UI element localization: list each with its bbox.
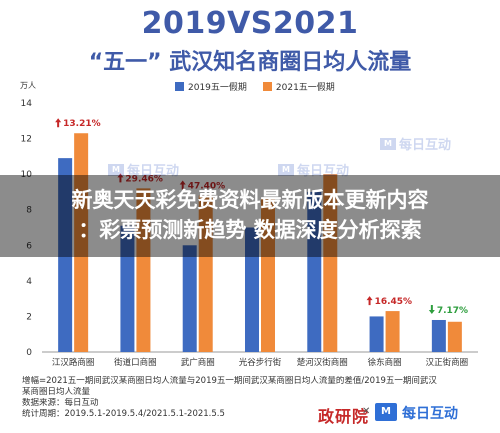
brand-logo-left: 政研院 — [318, 407, 370, 426]
growth-label: 13.21% — [63, 119, 100, 129]
y-unit-label: 万人 — [20, 81, 36, 90]
watermark-box-2: M — [278, 163, 294, 176]
chart-title: 2019VS2021 — [141, 6, 359, 41]
watermark-box-3: M — [380, 137, 396, 150]
x-tick-label: 武广商圈 — [181, 357, 215, 368]
footnote-line-4: 统计周期：2019.5.1-2019.5.4/2021.5.1-2021.5.5 — [22, 409, 225, 419]
up-arrow-icon — [366, 296, 373, 306]
bar-2019 — [182, 245, 197, 352]
watermark-1: M 每日互动 — [108, 160, 179, 179]
y-tick-label: 4 — [26, 277, 32, 287]
bar-2019 — [120, 225, 135, 352]
x-tick-label: 徐东商圈 — [368, 357, 402, 368]
brand-logo-icon: M — [375, 403, 397, 421]
bar-2021 — [261, 199, 275, 352]
y-tick-label: 6 — [26, 241, 32, 251]
up-arrow-icon — [117, 173, 124, 183]
bar-2021 — [198, 195, 213, 352]
legend-item-2019: 2019五一假期 — [175, 80, 247, 93]
bar-2019 — [245, 227, 259, 352]
legend-item-2021: 2021五一假期 — [262, 80, 335, 93]
y-tick-label: 2 — [26, 312, 32, 322]
brand-logo-right: 每日互动 — [402, 406, 458, 422]
bar-2021 — [323, 174, 338, 352]
legend-swatch-2019 — [175, 82, 184, 91]
y-tick-label: 14 — [21, 99, 33, 109]
watermark-box-1: M — [108, 163, 124, 176]
y-tick-label: 0 — [26, 348, 32, 358]
bar-2019 — [307, 191, 322, 352]
watermark-3: M 每日互动 — [380, 134, 451, 153]
up-arrow-icon — [179, 180, 186, 190]
brand-separator: ✕ — [362, 406, 371, 417]
y-tick-label: 12 — [21, 135, 32, 145]
up-arrow-icon — [55, 118, 62, 128]
bar-2019 — [58, 158, 73, 352]
legend-label-2019: 2019五一假期 — [188, 83, 247, 93]
bar-2019 — [369, 316, 384, 352]
bar-2021 — [136, 188, 151, 352]
growth-label: 7.17% — [437, 306, 468, 316]
bar-2019 — [431, 319, 446, 352]
legend-label-2021: 2021五一假期 — [275, 83, 335, 93]
footnote: 增幅=2021五一期间武汉某商圈日均人流量与2019五一期间武汉某商圈日均人流量… — [22, 376, 492, 420]
y-tick-label: 10 — [21, 170, 33, 180]
y-tick-label: 8 — [26, 206, 32, 216]
footnote-line-3: 数据来源：每日互动 — [22, 398, 99, 408]
bar-2021 — [447, 321, 462, 352]
growth-label: 29.46% — [125, 174, 163, 184]
watermark-text-2: 每日互动 — [297, 164, 350, 179]
x-tick-label: 楚河汉街商圈 — [297, 357, 348, 368]
watermark-2: M 每日互动 — [278, 160, 349, 179]
legend: 2019五一假期 2021五一假期 — [175, 80, 335, 93]
x-tick-label: 江汉路商圈 — [52, 357, 95, 368]
banner-line-2: ：彩票预测新趋势 数据深度分析探索 — [78, 218, 422, 242]
down-arrow-icon — [428, 304, 435, 314]
footnote-line-1: 增幅=2021五一期间武汉某商圈日均人流量与2019五一期间武汉某商圈日均人流量… — [22, 376, 437, 386]
bar-2021 — [385, 311, 400, 352]
bar-2021 — [74, 133, 89, 352]
footnote-line-2: 某商圈日均人流量 — [22, 387, 91, 397]
banner-line-1: 新奥天天彩免费资料最新版本更新内容 — [71, 188, 429, 212]
growth-label: 16.45% — [375, 297, 413, 307]
watermark-text-3: 每日互动 — [399, 138, 452, 153]
watermark-text-1: 每日互动 — [127, 164, 180, 179]
x-tick-label: 光谷步行街 — [239, 357, 282, 368]
chart-subtitle: “五一” 武汉知名商圈日均人流量 — [88, 50, 412, 75]
overlay-banner: 新奥天天彩免费资料最新版本更新内容 ：彩票预测新趋势 数据深度分析探索 — [0, 175, 500, 257]
x-tick-label: 街道口商圈 — [114, 357, 157, 368]
growth-label: 47.40% — [188, 181, 226, 191]
legend-swatch-2021 — [262, 82, 272, 91]
x-tick-label: 汉正街商圈 — [426, 357, 469, 368]
